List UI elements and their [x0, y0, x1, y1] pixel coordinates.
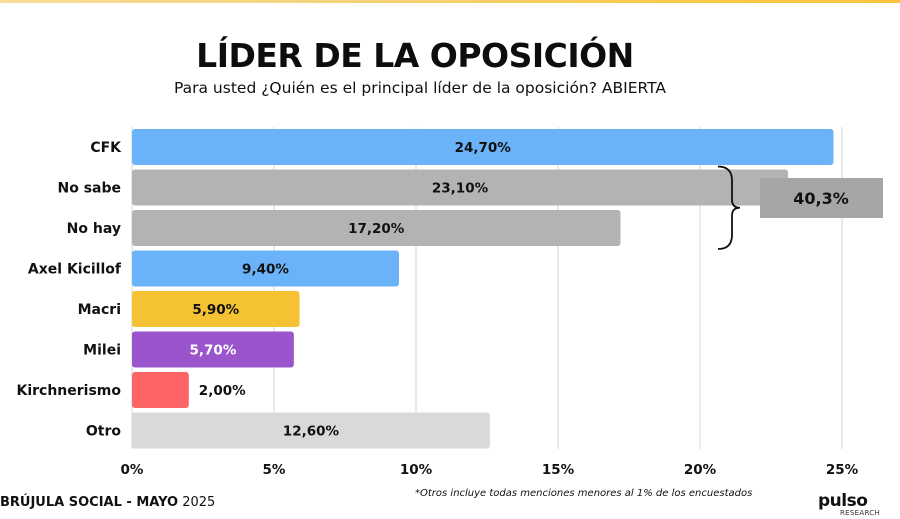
bar-milei: [132, 331, 294, 368]
bar-cfk: [132, 129, 834, 165]
value-label: 23,10%: [432, 181, 489, 197]
value-label: 17,20%: [348, 221, 405, 237]
value-label: 24,70%: [455, 140, 512, 156]
bracket-icon: [717, 165, 741, 250]
logo-word: pulso: [818, 491, 868, 511]
bar-axel-kicillof: [132, 250, 399, 287]
value-label: 12,60%: [283, 424, 340, 440]
category-label: Kirchnerismo: [16, 383, 121, 399]
category-label: No hay: [67, 221, 121, 237]
x-axis-ticks: 0% 5% 10% 15% 20% 25%: [121, 462, 859, 478]
chart-subtitle: Para usted ¿Quién es el principal líder …: [173, 79, 667, 97]
category-label: Macri: [78, 302, 121, 318]
top-accent-line: [0, 0, 900, 3]
source-year: 2025: [182, 495, 216, 510]
annotation-group: 40,3%: [717, 165, 883, 250]
logo-sub: RESEARCH: [840, 509, 881, 517]
source-bold: BRÚJULA SOCIAL - MAYO: [0, 495, 179, 510]
bar-no-sabe: [132, 169, 789, 206]
source-label: BRÚJULA SOCIAL - MAYO 2025: [0, 495, 215, 510]
category-label: No sabe: [57, 181, 121, 197]
annotation-box: [760, 178, 883, 218]
x-tick-label: 20%: [684, 462, 717, 478]
value-label: 9,40%: [242, 262, 289, 278]
bar-otro: [132, 412, 490, 449]
x-tick-label: 25%: [826, 462, 859, 478]
x-tick-label: 15%: [542, 462, 575, 478]
bar-macri: [132, 291, 300, 327]
bars: [132, 129, 834, 449]
x-tick-label: 5%: [263, 462, 286, 478]
chart-title: LÍDER DE LA OPOSICIÓN: [196, 36, 634, 75]
value-label: 2,00%: [199, 383, 246, 399]
value-labels: 24,70% 23,10% 17,20% 9,40% 5,90% 5,70% 2,00% 12…: [190, 140, 512, 440]
x-tick-label: 0%: [121, 462, 144, 478]
category-label: Axel Kicillof: [28, 262, 122, 278]
category-label: Milei: [83, 343, 121, 359]
category-label: CFK: [90, 140, 122, 156]
category-label: Otro: [86, 424, 121, 440]
bar-no-hay: [132, 210, 621, 246]
value-label: 5,70%: [190, 343, 237, 359]
bar-kirchnerismo: [132, 372, 189, 408]
annotation-label: 40,3%: [793, 189, 849, 208]
x-tick-label: 10%: [400, 462, 433, 478]
category-labels: CFK No sabe No hay Axel Kicillof Macri Milei K…: [16, 140, 122, 440]
footnote: *Otros incluye todas menciones menores a…: [415, 488, 753, 499]
value-label: 5,90%: [192, 302, 239, 318]
pulso-logo: pulso RESEARCH: [818, 491, 888, 519]
